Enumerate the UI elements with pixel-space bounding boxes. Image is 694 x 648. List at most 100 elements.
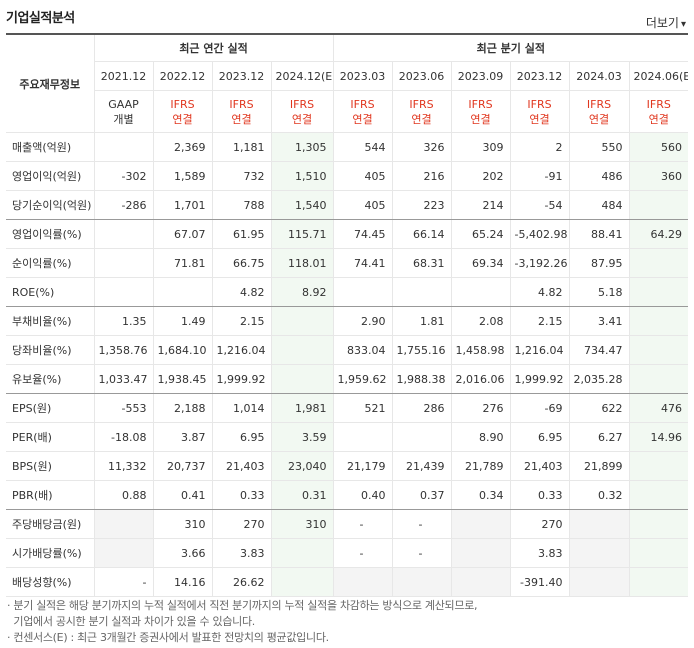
table-cell: 23,040 <box>270 451 334 481</box>
table-cell <box>568 538 630 568</box>
row-label: 유보율(%) <box>6 364 94 394</box>
table-cell: 0.40 <box>332 480 393 510</box>
financial-table: 주요재무정보 최근 연간 실적 최근 분기 실적 2021.12 2022.12 2… <box>6 33 689 597</box>
row-label: BPS(원) <box>6 451 94 481</box>
annual-group-header: 최근 연간 실적 <box>93 33 334 62</box>
table-cell: 0.37 <box>391 480 452 510</box>
table-cell: 732 <box>211 161 271 191</box>
table-cell <box>568 509 630 539</box>
table-cell: 2 <box>509 132 570 162</box>
table-cell <box>628 277 689 307</box>
table-cell: 1,988.38 <box>391 364 452 394</box>
table-cell <box>93 132 153 162</box>
table-cell <box>93 538 153 568</box>
table-cell <box>93 277 153 307</box>
table-cell: 2.90 <box>332 306 393 336</box>
table-cell: 1,033.47 <box>93 364 153 394</box>
table-cell: 6.27 <box>568 422 630 452</box>
table-cell: 310 <box>270 509 334 539</box>
table-cell: 66.75 <box>211 248 271 278</box>
row-label: 당기순이익(억원) <box>6 190 94 220</box>
more-label: 더보기 <box>645 16 679 30</box>
basis-scope: 연결 <box>411 112 432 126</box>
table-cell: 2.15 <box>509 306 570 336</box>
table-cell: 1.35 <box>93 306 153 336</box>
table-cell: 405 <box>332 161 393 191</box>
table-cell: 1,938.45 <box>152 364 212 394</box>
period-header: 2023.06 <box>391 61 452 91</box>
table-cell: -18.08 <box>93 422 153 452</box>
row-label: 매출액(억원) <box>6 132 94 162</box>
table-cell: 0.41 <box>152 480 212 510</box>
table-cell: 1,589 <box>152 161 212 191</box>
table-cell <box>391 422 452 452</box>
basis-standard: IFRS <box>229 97 254 111</box>
table-cell <box>93 509 153 539</box>
table-cell: 4.82 <box>509 277 570 307</box>
table-cell: 1,981 <box>270 393 334 423</box>
more-link[interactable]: 더보기 ▾ <box>646 14 686 31</box>
table-cell: 1.81 <box>391 306 452 336</box>
table-row: 시가배당률(%) 3.66 3.83- -3.83 <box>6 538 689 568</box>
table-cell: 8.92 <box>270 277 334 307</box>
table-cell: -286 <box>93 190 153 220</box>
table-cell <box>628 509 689 539</box>
table-cell: - <box>391 538 452 568</box>
table-cell: 65.24 <box>450 219 511 249</box>
table-row: 순이익률(%) 71.81 66.75 118.01 74.41 68.31 69.34 -3… <box>6 248 689 278</box>
table-cell: - <box>332 538 393 568</box>
quarter-group-header: 최근 분기 실적 <box>332 33 689 62</box>
table-cell: 6.95 <box>211 422 271 452</box>
table-cell: 6.95 <box>509 422 570 452</box>
table-cell: 74.45 <box>332 219 393 249</box>
table-cell: 309 <box>450 132 511 162</box>
table-cell: 4.82 <box>211 277 271 307</box>
table-row: PER(배) -18.08 3.87 6.95 3.59 8.90 6.95 6.27 14.9… <box>6 422 689 452</box>
table-cell <box>332 277 393 307</box>
table-cell: 833.04 <box>332 335 393 365</box>
basis-scope: 연결 <box>172 112 193 126</box>
table-cell: -553 <box>93 393 153 423</box>
table-cell: 550 <box>568 132 630 162</box>
table-cell: 1,358.76 <box>93 335 153 365</box>
table-cell: 21,899 <box>568 451 630 481</box>
table-cell: 1,305 <box>270 132 334 162</box>
table-row: ROE(%) 4.82 8.92 4.82 5.18 <box>6 277 689 307</box>
table-cell: 1,999.92 <box>211 364 271 394</box>
table-cell: 1,216.04 <box>211 335 271 365</box>
table-row: 부채비율(%) 1.35 1.49 2.15 2.90 1.81 2.08 2.15 3.41 <box>6 306 689 336</box>
row-label: 영업이익률(%) <box>6 219 94 249</box>
table-cell: 3.41 <box>568 306 630 336</box>
table-cell: 1,684.10 <box>152 335 212 365</box>
table-cell: 788 <box>211 190 271 220</box>
table-cell: 214 <box>450 190 511 220</box>
row-label: PBR(배) <box>6 480 94 510</box>
table-cell <box>450 277 511 307</box>
table-cell: -91 <box>509 161 570 191</box>
table-cell: 21,179 <box>332 451 393 481</box>
table-cell: 734.47 <box>568 335 630 365</box>
basis-scope: 연결 <box>231 112 252 126</box>
table-cell: 360 <box>628 161 689 191</box>
table-cell <box>628 335 689 365</box>
table-cell: 276 <box>450 393 511 423</box>
table-cell <box>391 567 452 597</box>
table-cell: 1,458.98 <box>450 335 511 365</box>
table-row: 유보율(%) 1,033.47 1,938.45 1,999.92 1,959.62 1,… <box>6 364 689 394</box>
table-cell <box>332 567 393 597</box>
table-cell: 486 <box>568 161 630 191</box>
footnote-3: · 컨센서스(E) : 최근 3개월간 증권사에서 발표한 전망치의 평균값입니… <box>7 631 329 644</box>
table-cell <box>270 567 334 597</box>
table-cell: 3.87 <box>152 422 212 452</box>
table-cell: - <box>391 509 452 539</box>
table-cell <box>93 219 153 249</box>
table-row: PBR(배) 0.88 0.41 0.33 0.31 0.40 0.37 0.34 0.33 0.… <box>6 480 689 510</box>
table-cell: 14.16 <box>152 567 212 597</box>
period-header: 2024.03 <box>568 61 630 91</box>
table-cell: 521 <box>332 393 393 423</box>
table-cell: 1,959.62 <box>332 364 393 394</box>
table-cell: 115.71 <box>270 219 334 249</box>
table-cell <box>270 364 334 394</box>
table-cell: 1,701 <box>152 190 212 220</box>
